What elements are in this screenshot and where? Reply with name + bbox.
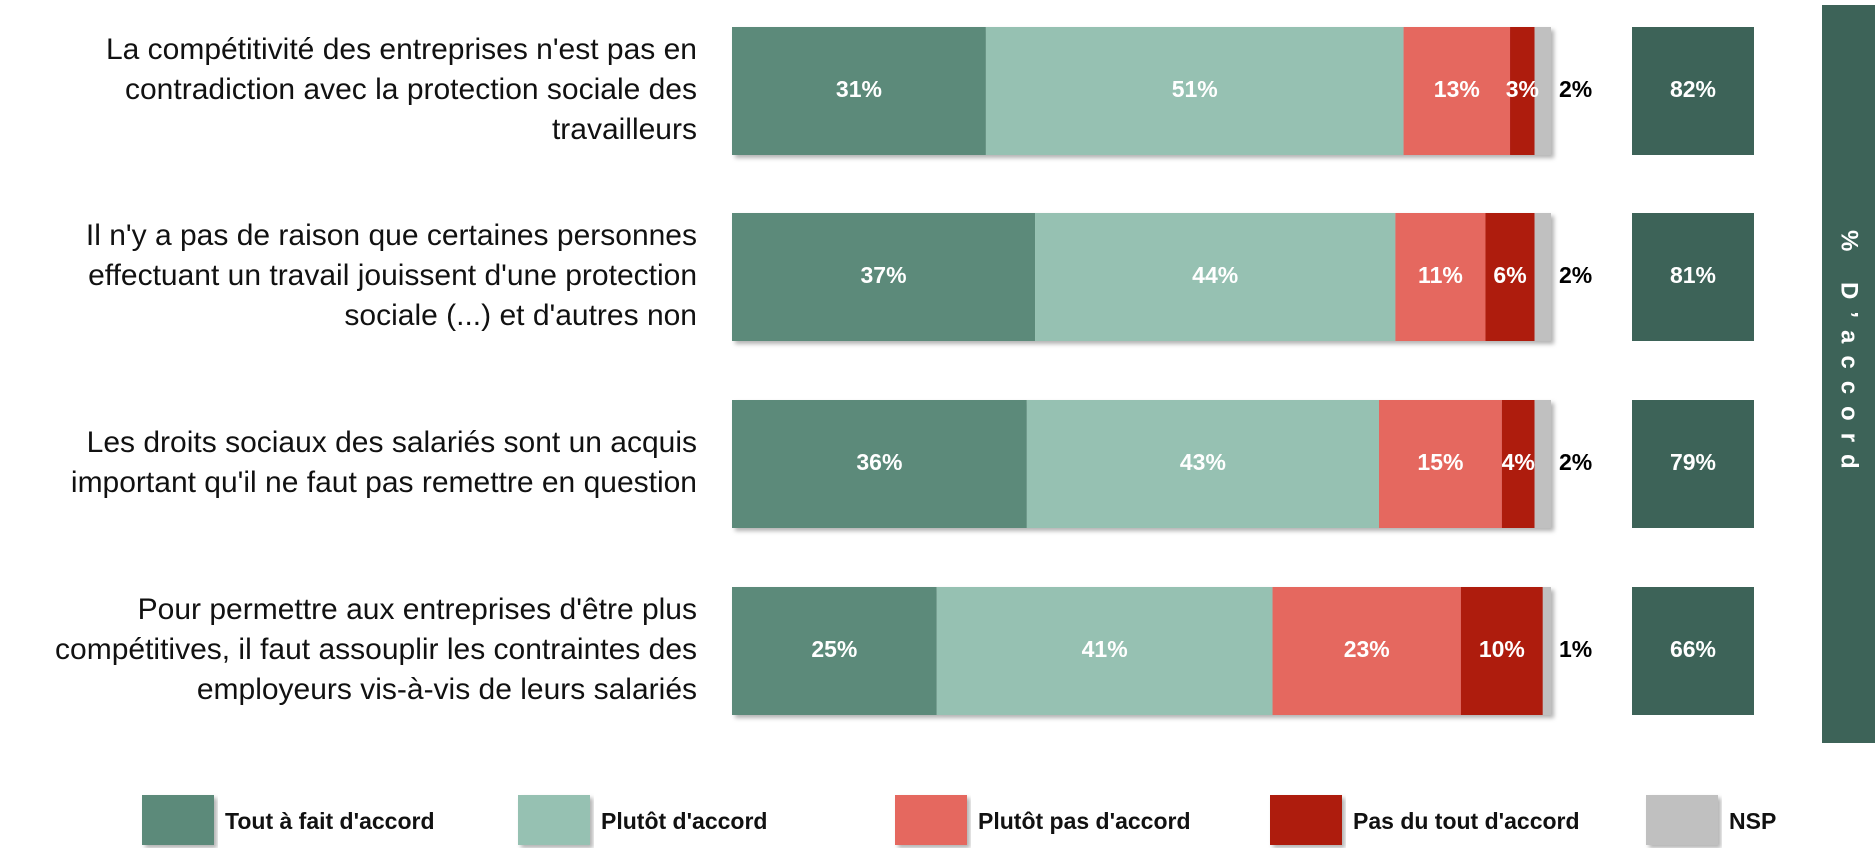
value-label: 25% — [811, 636, 857, 662]
legend-label: Pas du tout d'accord — [1353, 808, 1580, 834]
value-label: 51% — [1172, 76, 1218, 102]
legend-swatch — [142, 795, 214, 845]
bar-segment — [1460, 587, 1543, 715]
bar-segment — [732, 27, 986, 155]
bar-segment — [1379, 400, 1502, 528]
value-label: 3% — [1506, 76, 1539, 102]
value-label: 2% — [1559, 262, 1592, 288]
legend-label: NSP — [1729, 808, 1776, 834]
bar-segment — [936, 587, 1273, 715]
category-label: sociale (...) et d'autres non — [344, 299, 697, 332]
bar-segment — [1026, 400, 1380, 528]
value-label: 2% — [1559, 449, 1592, 475]
value-label: 15% — [1417, 449, 1463, 475]
bar-segment — [1510, 27, 1535, 155]
value-label: 23% — [1344, 636, 1390, 662]
value-label: 31% — [836, 76, 882, 102]
total-box — [1632, 400, 1754, 528]
total-label: 81% — [1670, 262, 1716, 288]
category-label: important qu'il ne faut pas remettre en … — [71, 466, 697, 499]
legend-label: Tout à fait d'accord — [225, 808, 435, 834]
value-label: 11% — [1418, 262, 1463, 288]
category-label: travailleurs — [552, 113, 697, 146]
bar-segment — [1035, 213, 1396, 341]
bar-segment — [1395, 213, 1486, 341]
value-label: 1% — [1559, 636, 1592, 662]
totals-band — [1822, 5, 1875, 743]
legend-swatch — [1270, 795, 1342, 845]
value-label: 44% — [1192, 262, 1238, 288]
total-box — [1632, 213, 1754, 341]
total-label: 82% — [1670, 76, 1716, 102]
legend-swatch — [518, 795, 590, 845]
totals-title: % D’accord — [1836, 230, 1863, 481]
total-label: 79% — [1670, 449, 1716, 475]
value-label: 4% — [1502, 449, 1535, 475]
bar-segment — [732, 587, 937, 715]
bar-segment — [1403, 27, 1511, 155]
bar-segment — [1534, 400, 1551, 528]
category-label: La compétitivité des entreprises n'est p… — [106, 33, 697, 66]
category-label: Les droits sociaux des salariés sont un … — [87, 426, 697, 459]
value-label: 2% — [1559, 76, 1592, 102]
category-label: contradiction avec la protection sociale… — [125, 73, 697, 106]
bar-group — [732, 587, 1551, 715]
category-label: Pour permettre aux entreprises d'être pl… — [138, 593, 697, 626]
bar-segment — [1485, 213, 1535, 341]
bar-segment — [1272, 587, 1461, 715]
total-box — [1632, 27, 1754, 155]
category-label: Il n'y a pas de raison que certaines per… — [86, 219, 697, 252]
value-label: 43% — [1180, 449, 1226, 475]
legend-swatch — [895, 795, 967, 845]
legend-swatch — [1646, 795, 1718, 845]
bar-group — [732, 27, 1551, 155]
value-label: 10% — [1479, 636, 1525, 662]
legend-label: Plutôt pas d'accord — [978, 808, 1191, 834]
value-label: 37% — [860, 262, 906, 288]
bar-segment — [1534, 27, 1551, 155]
legend-label: Plutôt d'accord — [601, 808, 767, 834]
bar-segment — [732, 400, 1027, 528]
bar-group — [732, 400, 1551, 528]
bar-segment — [1534, 213, 1551, 341]
total-box — [1632, 587, 1754, 715]
category-label: employeurs vis-à-vis de leurs salariés — [197, 673, 697, 706]
value-label: 36% — [856, 449, 902, 475]
bar-group — [732, 213, 1551, 341]
category-label: compétitives, il faut assouplir les cont… — [55, 633, 697, 666]
bar-segment — [1542, 587, 1551, 715]
category-label: effectuant un travail jouissent d'une pr… — [88, 259, 697, 292]
value-label: 6% — [1493, 262, 1526, 288]
bar-segment — [985, 27, 1404, 155]
value-label: 41% — [1082, 636, 1128, 662]
bar-segment — [732, 213, 1036, 341]
bar-segment — [1501, 400, 1535, 528]
value-label: 13% — [1434, 76, 1480, 102]
total-label: 66% — [1670, 636, 1716, 662]
